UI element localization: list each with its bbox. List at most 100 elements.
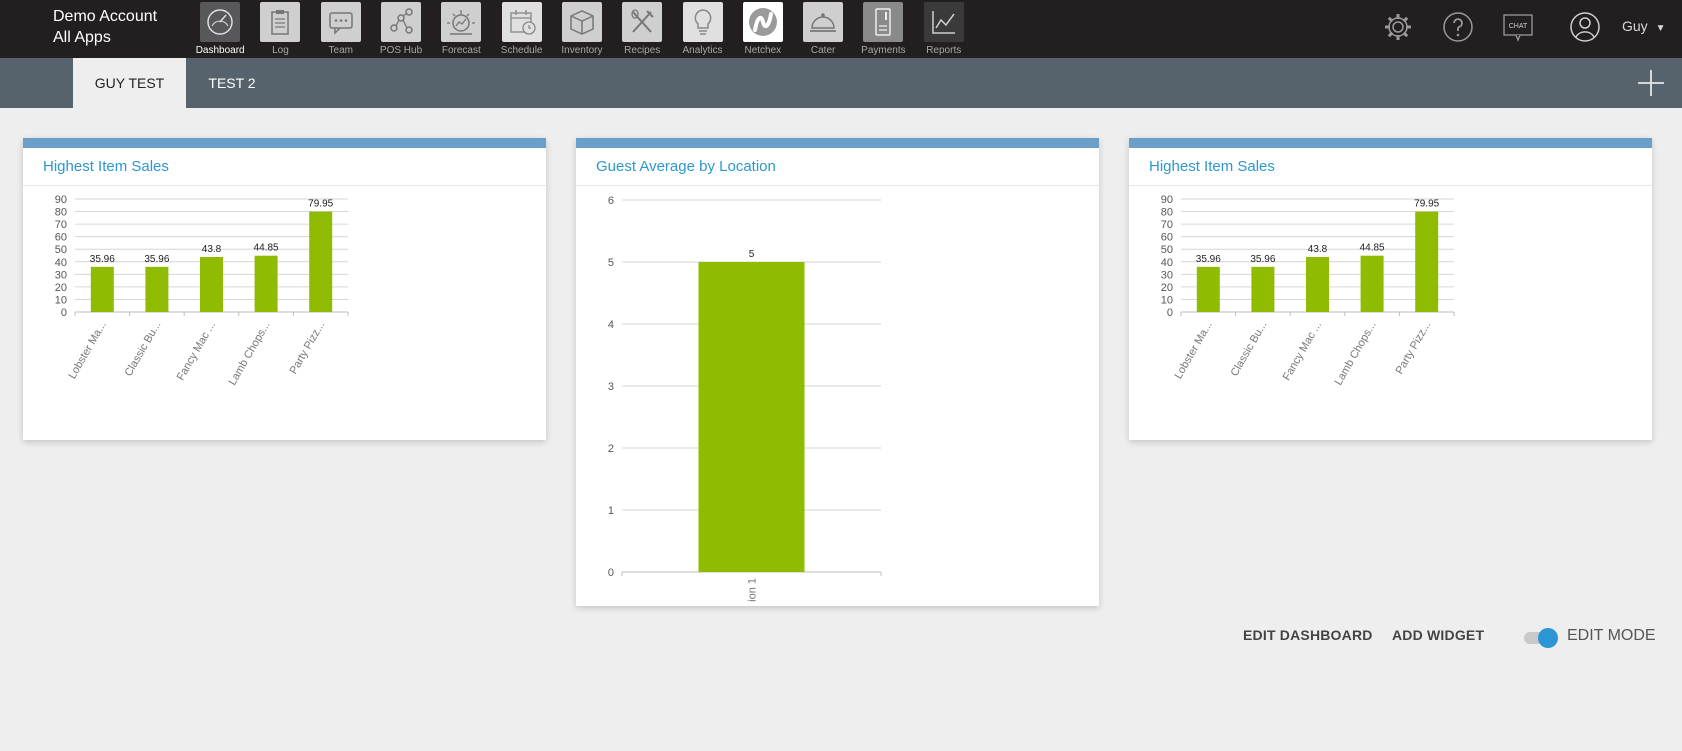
tab-test-2[interactable]: TEST 2 — [186, 58, 278, 108]
app-label: Forecast — [441, 45, 481, 56]
lightbulb-icon — [682, 2, 723, 42]
dashboard-gauge-icon — [200, 2, 241, 42]
app-payments[interactable]: Payments — [853, 0, 913, 58]
box-icon — [561, 2, 602, 42]
app-reports[interactable]: Reports — [914, 0, 974, 58]
widget-highest-item-sales-2[interactable]: Highest Item Sales 0 10 20 30 40 50 60 70 80 90 35… — [1129, 138, 1652, 440]
app-log[interactable]: Log — [250, 0, 310, 58]
y-tick-label: 1 — [608, 505, 614, 517]
utensils-icon — [622, 2, 663, 42]
y-tick-label: 90 — [55, 194, 67, 206]
netchex-logo-icon — [742, 2, 783, 42]
tab-label: GUY TEST — [94, 75, 165, 91]
y-tick-label: 60 — [1161, 232, 1173, 244]
settings-gear-icon[interactable] — [1381, 10, 1415, 44]
edit-mode-toggle[interactable] — [1524, 628, 1560, 648]
app-label: Analytics — [682, 45, 723, 56]
data-label: 43.8 — [202, 244, 222, 255]
widget-guest-average-by-location[interactable]: Guest Average by Location 0 1 2 3 4 5 6 5 ion 1 — [576, 138, 1099, 606]
y-tick-label: 90 — [1161, 194, 1173, 206]
app-label: POS Hub — [379, 45, 423, 56]
y-tick-label: 30 — [1161, 269, 1173, 281]
widget-title: Highest Item Sales — [1129, 148, 1652, 186]
bar — [1415, 211, 1439, 312]
y-tick-label: 80 — [55, 207, 67, 219]
app-inventory[interactable]: Inventory — [552, 0, 612, 58]
widget-header-strip — [1129, 138, 1652, 148]
top-navigation-bar: Demo Account All Apps Dashboard Log Team — [0, 0, 1682, 58]
y-tick-label: 70 — [55, 219, 67, 231]
app-schedule[interactable]: Schedule — [491, 0, 551, 58]
x-tick-label: Lamb Chops... — [1333, 320, 1379, 388]
app-label: Recipes — [624, 45, 661, 56]
y-tick-label: 40 — [55, 257, 67, 269]
x-tick-label: Fancy Mac ... — [175, 320, 218, 383]
x-tick-label: ion 1 — [747, 578, 759, 602]
app-label: Schedule — [500, 45, 543, 56]
widget-highest-item-sales[interactable]: Highest Item Sales 0 10 20 30 40 50 60 70 80 90 35… — [23, 138, 546, 440]
user-avatar-icon[interactable] — [1568, 10, 1602, 44]
y-tick-label: 70 — [1161, 219, 1173, 231]
data-label: 35.96 — [1250, 254, 1275, 265]
x-tick-label: Party Pizz... — [1394, 320, 1434, 377]
app-netchex[interactable]: Netchex — [733, 0, 793, 58]
bar — [254, 255, 278, 312]
y-tick-label: 10 — [55, 294, 67, 306]
y-tick-label: 20 — [55, 282, 67, 294]
data-label: 5 — [749, 249, 755, 260]
bar — [1306, 257, 1329, 312]
bar — [90, 266, 114, 312]
x-tick-label: Lobster Ma... — [1172, 320, 1214, 382]
app-label: Reports — [926, 45, 962, 56]
data-label: 35.96 — [90, 254, 115, 265]
y-tick-label: 20 — [1161, 282, 1173, 294]
y-tick-label: 80 — [1161, 207, 1173, 219]
edit-dashboard-button[interactable]: EDIT DASHBOARD — [1243, 627, 1373, 643]
y-tick-label: 3 — [608, 381, 614, 393]
chat-icon[interactable]: CHAT — [1501, 10, 1535, 44]
x-tick-label: Lamb Chops... — [227, 320, 273, 388]
app-cater[interactable]: Cater — [793, 0, 853, 58]
app-label: Netchex — [744, 45, 782, 56]
app-pos-hub[interactable]: POS Hub — [371, 0, 431, 58]
tab-guy-test[interactable]: GUY TEST — [73, 58, 186, 108]
chevron-down-icon: ▼ — [1655, 23, 1666, 34]
app-forecast[interactable]: Forecast — [431, 0, 491, 58]
data-label: 43.8 — [1308, 244, 1328, 255]
app-dashboard[interactable]: Dashboard — [190, 0, 250, 58]
app-label: Dashboard — [195, 45, 245, 56]
widget-title: Guest Average by Location — [576, 148, 1099, 186]
cloche-icon — [803, 2, 844, 42]
app-launcher: Dashboard Log Team POS Hub — [190, 0, 974, 58]
x-tick-label: Classic Bu... — [1229, 320, 1270, 379]
bar — [698, 262, 805, 572]
add-tab-plus-icon[interactable] — [1636, 68, 1666, 98]
edit-mode-label: EDIT MODE — [1567, 627, 1656, 644]
bar — [145, 266, 169, 312]
account-switcher[interactable]: Demo Account All Apps — [53, 6, 157, 48]
y-tick-label: 0 — [1167, 307, 1173, 319]
help-question-icon[interactable] — [1441, 10, 1475, 44]
bar — [1196, 266, 1220, 312]
y-tick-label: 0 — [608, 567, 614, 579]
app-label: Payments — [861, 45, 906, 56]
data-label: 79.95 — [308, 199, 333, 210]
y-tick-label: 30 — [55, 269, 67, 281]
y-tick-label: 4 — [608, 319, 614, 331]
user-menu[interactable]: Guy ▼ — [1622, 18, 1665, 34]
app-label: Cater — [810, 45, 836, 56]
account-subtitle: All Apps — [53, 29, 111, 46]
chat-bubble-icon — [320, 2, 361, 42]
add-widget-button[interactable]: ADD WIDGET — [1392, 627, 1485, 643]
app-recipes[interactable]: Recipes — [612, 0, 672, 58]
line-chart-icon — [923, 2, 964, 42]
widget-title: Highest Item Sales — [23, 148, 546, 186]
y-tick-label: 5 — [608, 257, 614, 269]
app-analytics[interactable]: Analytics — [672, 0, 732, 58]
app-team[interactable]: Team — [311, 0, 371, 58]
calendar-clock-icon — [501, 2, 542, 42]
y-tick-label: 40 — [1161, 257, 1173, 269]
x-tick-label: Party Pizz... — [288, 320, 328, 377]
bar — [1251, 266, 1275, 312]
x-tick-label: Fancy Mac ... — [1281, 320, 1324, 383]
